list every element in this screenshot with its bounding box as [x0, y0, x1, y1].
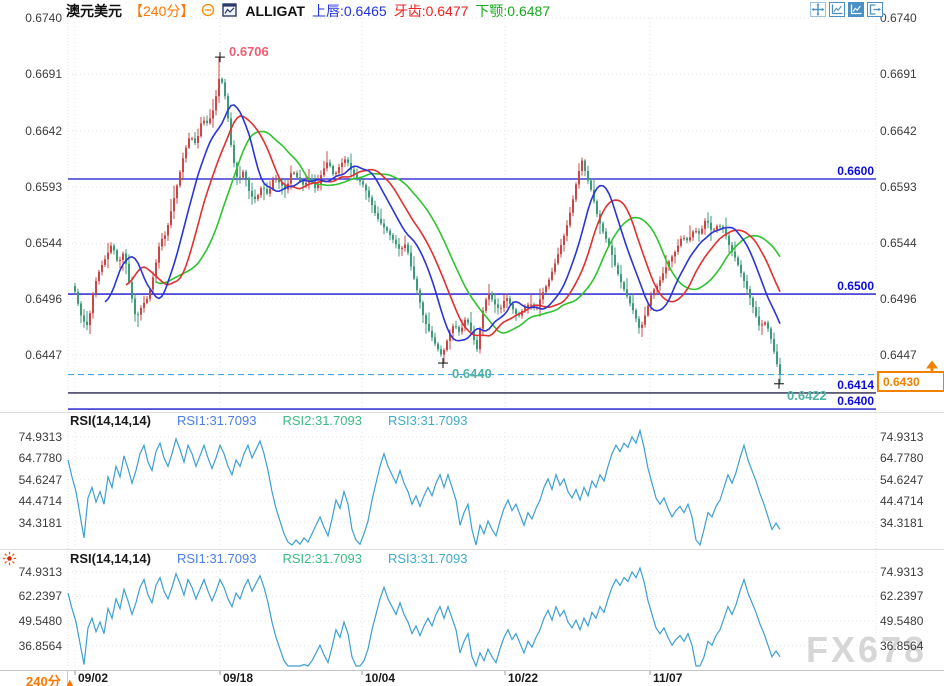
y-axis-label: 62.2397	[18, 589, 62, 604]
y-axis-label: 74.9313	[880, 430, 924, 444]
y-axis-label: 44.4714	[880, 494, 924, 509]
rsi1-panel-header: RSI(14,14,14) RSI1:31.7093 RSI2:31.7093 …	[70, 413, 467, 428]
exit-chart-icon[interactable]	[867, 2, 883, 17]
timeframe-text: 240分	[26, 674, 61, 686]
y-axis-label: 0.6740	[880, 11, 917, 25]
indicator-window-icon	[222, 2, 238, 20]
time-axis-separator	[67, 670, 68, 686]
x-axis-label: 09/18	[223, 671, 254, 685]
rsi-legend-item: RSI1:31.7093	[176, 551, 257, 566]
rsi-legend-item: RSI3:31.7093	[387, 413, 468, 428]
y-axis-label: 74.9313	[18, 565, 62, 579]
rsi-title: RSI(14,14,14)	[70, 551, 151, 566]
symbol-name: 澳元美元	[66, 3, 122, 19]
y-axis-label: 64.7780	[880, 451, 924, 466]
x-axis-label: 11/07	[653, 671, 683, 685]
axis-scale-active-icon[interactable]	[848, 2, 864, 17]
price-annotation: 0.6440	[452, 366, 492, 381]
alligator-teeth-line	[125, 115, 781, 337]
y-axis-label: 34.3181	[880, 515, 924, 530]
y-axis-label: 49.5480	[18, 614, 62, 628]
alligator-teeth-value: 牙齿:0.6477	[393, 3, 469, 19]
collapse-icon[interactable]	[201, 3, 215, 20]
y-axis-label: 0.6496	[25, 291, 62, 306]
extreme-marker	[438, 358, 448, 369]
y-axis-label: 54.6247	[880, 472, 924, 487]
timeframe-label[interactable]: 【240分】	[129, 3, 195, 19]
rsi-legend-item: RSI2:31.7093	[282, 413, 362, 428]
x-axis-label: 10/22	[508, 671, 539, 685]
y-axis-label: 74.9313	[18, 430, 62, 444]
y-axis-label: 0.6496	[880, 291, 917, 306]
y-axis-label: 44.4714	[18, 494, 62, 509]
y-axis-label: 34.3181	[18, 515, 62, 530]
chart-header: 澳元美元 【240分】 ALLIGAT 上唇:0.6465 牙齿:0.6477 …	[66, 1, 550, 21]
extreme-marker	[215, 52, 225, 63]
y-axis-label: 0.6642	[25, 123, 62, 138]
rsi1-line	[67, 428, 781, 547]
y-axis-label: 49.5480	[880, 614, 924, 628]
axis-scale-icon[interactable]	[829, 2, 845, 17]
price-level-label: 0.6414	[837, 377, 874, 392]
alligator-lips-line	[104, 104, 781, 342]
price-annotation: 0.6706	[229, 44, 269, 59]
indicator-name[interactable]: ALLIGAT	[245, 3, 305, 19]
gridlines	[67, 14, 877, 668]
x-axis-label: 10/04	[365, 671, 396, 685]
current-price-badge: 0.6430	[877, 370, 944, 392]
rsi2-panel-header: RSI(14,14,14) RSI1:31.7093 RSI2:31.7093 …	[70, 551, 467, 566]
y-axis-label: 54.6247	[18, 472, 62, 487]
y-axis-label: 0.6691	[25, 67, 62, 82]
alligator-jaw-line	[155, 130, 781, 334]
alligator-lips-value: 上唇:0.6465	[311, 3, 387, 19]
price-level-label: 0.6400	[837, 394, 874, 409]
price-level-label: 0.6600	[837, 164, 874, 179]
y-axis-label: 0.6447	[880, 348, 917, 362]
panel-separator	[0, 549, 944, 550]
y-axis-label: 62.2397	[880, 589, 924, 604]
rsi-legend-item: RSI1:31.7093	[176, 413, 257, 428]
y-axis-label: 74.9313	[880, 565, 924, 579]
rsi-legend-item: RSI3:31.7093	[387, 551, 468, 566]
y-axis-label: 0.6593	[880, 180, 917, 195]
up-triangle-icon: ▲	[64, 677, 76, 686]
pan-tool-icon[interactable]	[810, 2, 826, 17]
x-axis-label: 09/02	[78, 671, 109, 685]
y-axis-label: 0.6447	[25, 348, 62, 362]
y-axis-label: 0.6740	[25, 11, 62, 25]
candlestick-series	[74, 57, 781, 384]
price-annotation: 0.6422	[787, 388, 827, 403]
rsi-title: RSI(14,14,14)	[70, 413, 151, 428]
alligator-jaw-value: 下颚:0.6487	[475, 3, 551, 19]
watermark: FX678	[806, 629, 928, 670]
indicator-settings-icon[interactable]	[2, 551, 17, 571]
rsi-legend-item: RSI2:31.7093	[282, 551, 362, 566]
y-axis-label: 0.6544	[880, 236, 917, 251]
rsi2-line	[67, 566, 781, 668]
price-levels	[68, 178, 876, 410]
y-axis-label: 0.6544	[25, 236, 62, 251]
y-axis-label: 0.6593	[25, 180, 62, 195]
extreme-marker	[774, 378, 784, 389]
price-level-label: 0.6500	[837, 279, 874, 294]
y-axis-label: 36.8564	[18, 638, 62, 653]
y-axis-label: 36.8564	[880, 638, 924, 653]
panel-separator	[0, 412, 944, 413]
chart-toolbar	[810, 2, 883, 17]
price-alert-arrow-icon	[926, 360, 938, 369]
y-axis-label: 64.7780	[18, 451, 62, 466]
time-axis-border	[0, 670, 944, 671]
y-axis-label: 0.6691	[880, 67, 917, 82]
y-axis-label: 0.6642	[880, 123, 917, 138]
timeframe-badge[interactable]: 240分 ▲	[26, 671, 75, 686]
